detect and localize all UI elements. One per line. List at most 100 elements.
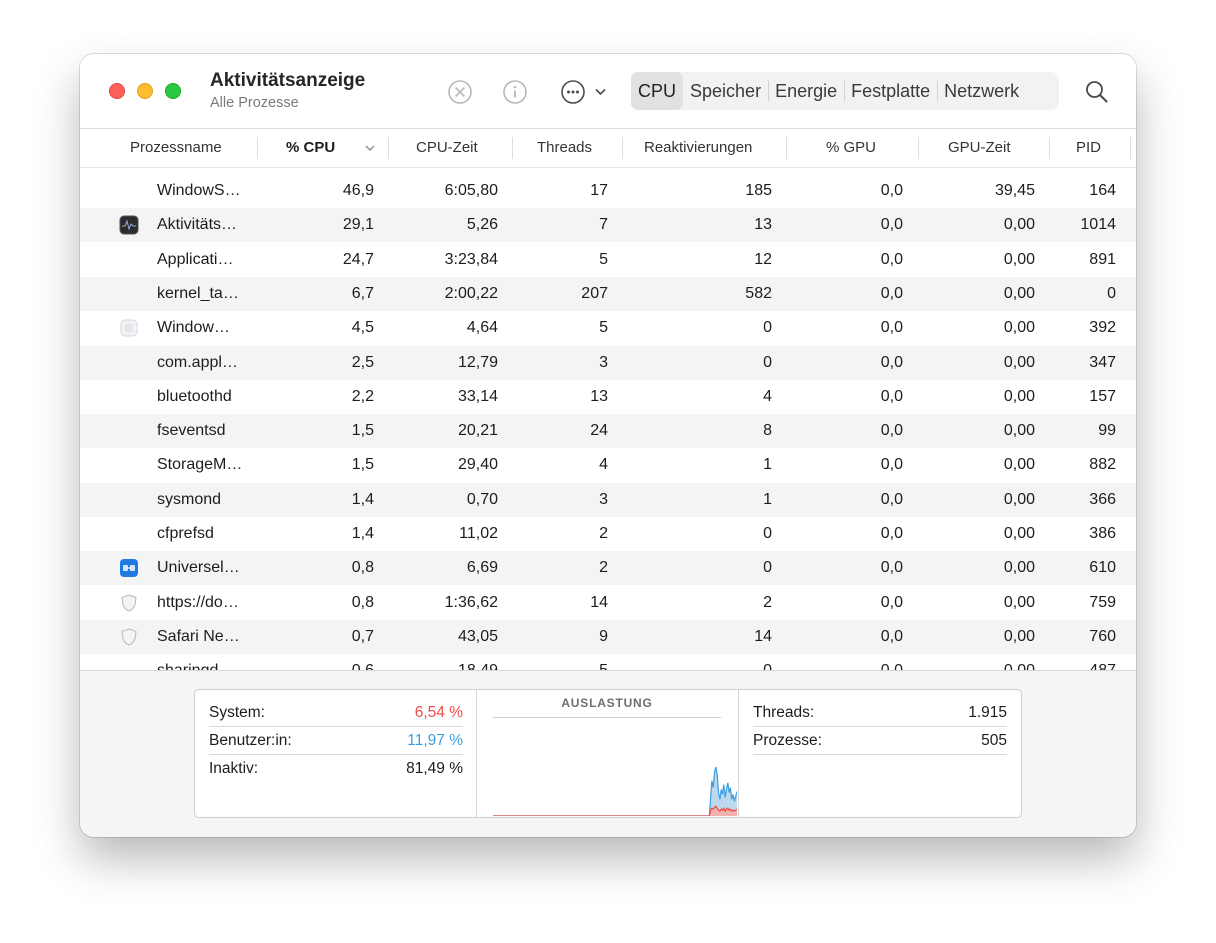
table-row[interactable]: WindowS… 46,9 6:05,80 17 185 0,0 39,45 164 [80,174,1136,208]
cell-gpu: 0,0 [880,284,903,302]
cell-react: 0 [763,654,772,670]
cell-time: 12,79 [457,353,498,371]
cell-gpu: 0,0 [880,422,903,440]
table-row[interactable]: cfprefsd 1,4 11,02 2 0 0,0 0,00 386 [80,517,1136,551]
cell-time: 3:23,84 [444,250,498,268]
cell-react: 14 [754,627,772,645]
user-value: 11,97 % [407,732,463,749]
cell-name: Applicati… [157,250,234,268]
window-title: Aktivitätsanzeige [210,70,366,91]
close-window-button[interactable] [109,83,125,99]
cell-pid: 610 [1089,559,1116,577]
cell-name: fseventsd [157,422,226,440]
cell-pid: 164 [1089,182,1116,199]
table-row[interactable]: StorageM… 1,5 29,40 4 1 0,0 0,00 882 [80,448,1136,482]
col-pid[interactable]: PID [1076,139,1102,156]
col-cpu-zeit[interactable]: CPU-Zeit [416,139,478,156]
col-prozessname[interactable]: Prozessname [130,139,222,156]
zoom-window-button[interactable] [165,83,181,99]
sort-descending-icon[interactable] [364,142,376,154]
tab-festplatte[interactable]: Festplatte [844,72,937,110]
cell-gputime: 0,00 [1003,593,1035,611]
cell-gputime: 0,00 [1003,319,1035,337]
stat-inaktiv: Inaktiv: 81,49 % [209,755,463,783]
cell-react: 12 [754,250,772,268]
table-row[interactable]: com.appl… 2,5 12,79 3 0 0,0 0,00 347 [80,345,1136,380]
cell-gputime: 0,00 [1003,387,1035,405]
cell-pid: 1014 [1080,216,1116,234]
cell-cpu: 2,5 [351,353,374,371]
table-row[interactable]: bluetoothd 2,2 33,14 13 4 0,0 0,00 157 [80,380,1136,414]
cell-pid: 99 [1098,422,1116,440]
cell-time: 43,05 [457,627,498,645]
cpu-load-graph [493,766,737,816]
cell-gputime: 0,00 [1003,216,1035,234]
search-button[interactable] [1084,79,1110,110]
table-row[interactable]: sysmond 1,4 0,70 3 1 0,0 0,00 366 [80,482,1136,517]
system-value: 6,54 % [414,704,463,721]
table-row[interactable]: Safari Ne… 0,7 43,05 9 14 0,0 0,00 760 [80,619,1136,654]
processes-value: 505 [981,732,1007,749]
cell-name: sharingd [157,654,267,670]
stop-process-button[interactable] [446,78,474,106]
activity-monitor-window: Aktivitätsanzeige Alle Prozesse [80,54,1136,837]
cell-threads: 5 [599,654,608,670]
cell-react: 13 [754,216,772,234]
col-gpu[interactable]: % GPU [826,139,877,156]
cell-pid: 759 [1089,593,1116,611]
user-load-line [493,766,737,816]
cell-react: 0 [763,353,772,371]
cell-gputime: 0,00 [1003,422,1035,440]
tab-speicher[interactable]: Speicher [690,81,762,101]
table-row[interactable]: Aktivitäts… 29,1 5,26 7 13 0,0 0,00 1014 [80,208,1136,243]
cell-gpu: 0,0 [880,250,903,268]
cell-react: 1 [763,456,772,474]
cell-time: 18,49 [458,654,498,670]
cell-name: com.appl… [157,353,238,371]
cell-time: 0,70 [466,490,498,508]
more-actions-button[interactable] [559,78,611,106]
generic-app-icon [119,318,139,338]
cell-threads: 9 [599,627,608,645]
table-row[interactable]: https://do… 0,8 1:36,62 14 2 0,0 0,00 759 [80,586,1136,620]
cell-pid: 366 [1089,490,1116,508]
cell-threads: 5 [599,319,608,337]
stat-prozesse: Prozesse: 505 [753,727,1007,755]
cell-threads: 5 [599,250,608,268]
table-row[interactable]: Window… 4,5 4,64 5 0 0,0 0,00 392 [80,311,1136,345]
col-cpu[interactable]: % CPU [286,139,336,156]
col-reaktivierungen[interactable]: Reaktivierungen [644,139,753,156]
graph-title: AUSLASTUNG [493,696,721,718]
table-row[interactable]: fseventsd 1,5 20,21 24 8 0,0 0,00 99 [80,414,1136,449]
minimize-window-button[interactable] [137,83,153,99]
cell-cpu: 1,4 [351,490,374,508]
cell-time: 4,64 [466,319,498,337]
tab-netzwerk[interactable]: Netzwerk [937,72,1026,110]
cell-time: 33,14 [457,387,498,405]
cell-time: 5,26 [466,216,498,234]
cell-gputime: 0,00 [1003,490,1035,508]
cell-name: Universel… [157,559,240,577]
col-threads[interactable]: Threads [537,139,593,156]
cell-threads: 4 [599,456,608,474]
tab-cpu[interactable]: CPU [631,72,684,110]
tab-energie[interactable]: Energie [768,72,844,110]
threads-value: 1.915 [968,704,1007,721]
cell-gpu: 0,0 [880,456,903,474]
cell-gputime: 0,00 [1003,250,1035,268]
table-row[interactable]: Universel… 0,8 6,69 2 0 0,0 0,00 610 [80,551,1136,586]
idle-value: 81,49 % [406,760,463,777]
info-button[interactable] [501,78,529,106]
window-subtitle: Alle Prozesse [210,95,299,111]
cell-cpu: 1,5 [351,422,374,440]
cell-gpu: 0,0 [880,525,903,542]
table-row[interactable]: kernel_ta… 6,7 2:00,22 207 582 0,0 0,00 0 [80,276,1136,311]
table-row[interactable]: sharingd 0,6 18,49 5 0 0,0 0,00 487 [80,654,1136,670]
cell-threads: 3 [599,490,608,508]
table-row[interactable]: Applicati… 24,7 3:23,84 5 12 0,0 0,00 891 [80,243,1136,277]
col-gpu-zeit[interactable]: GPU-Zeit [948,139,1011,156]
cell-pid: 386 [1089,525,1116,542]
cell-name: Aktivitäts… [157,216,238,234]
table-header: Prozessname % CPU CPU-Zeit Threads Reakt… [80,128,1136,168]
cell-react: 0 [763,559,772,577]
